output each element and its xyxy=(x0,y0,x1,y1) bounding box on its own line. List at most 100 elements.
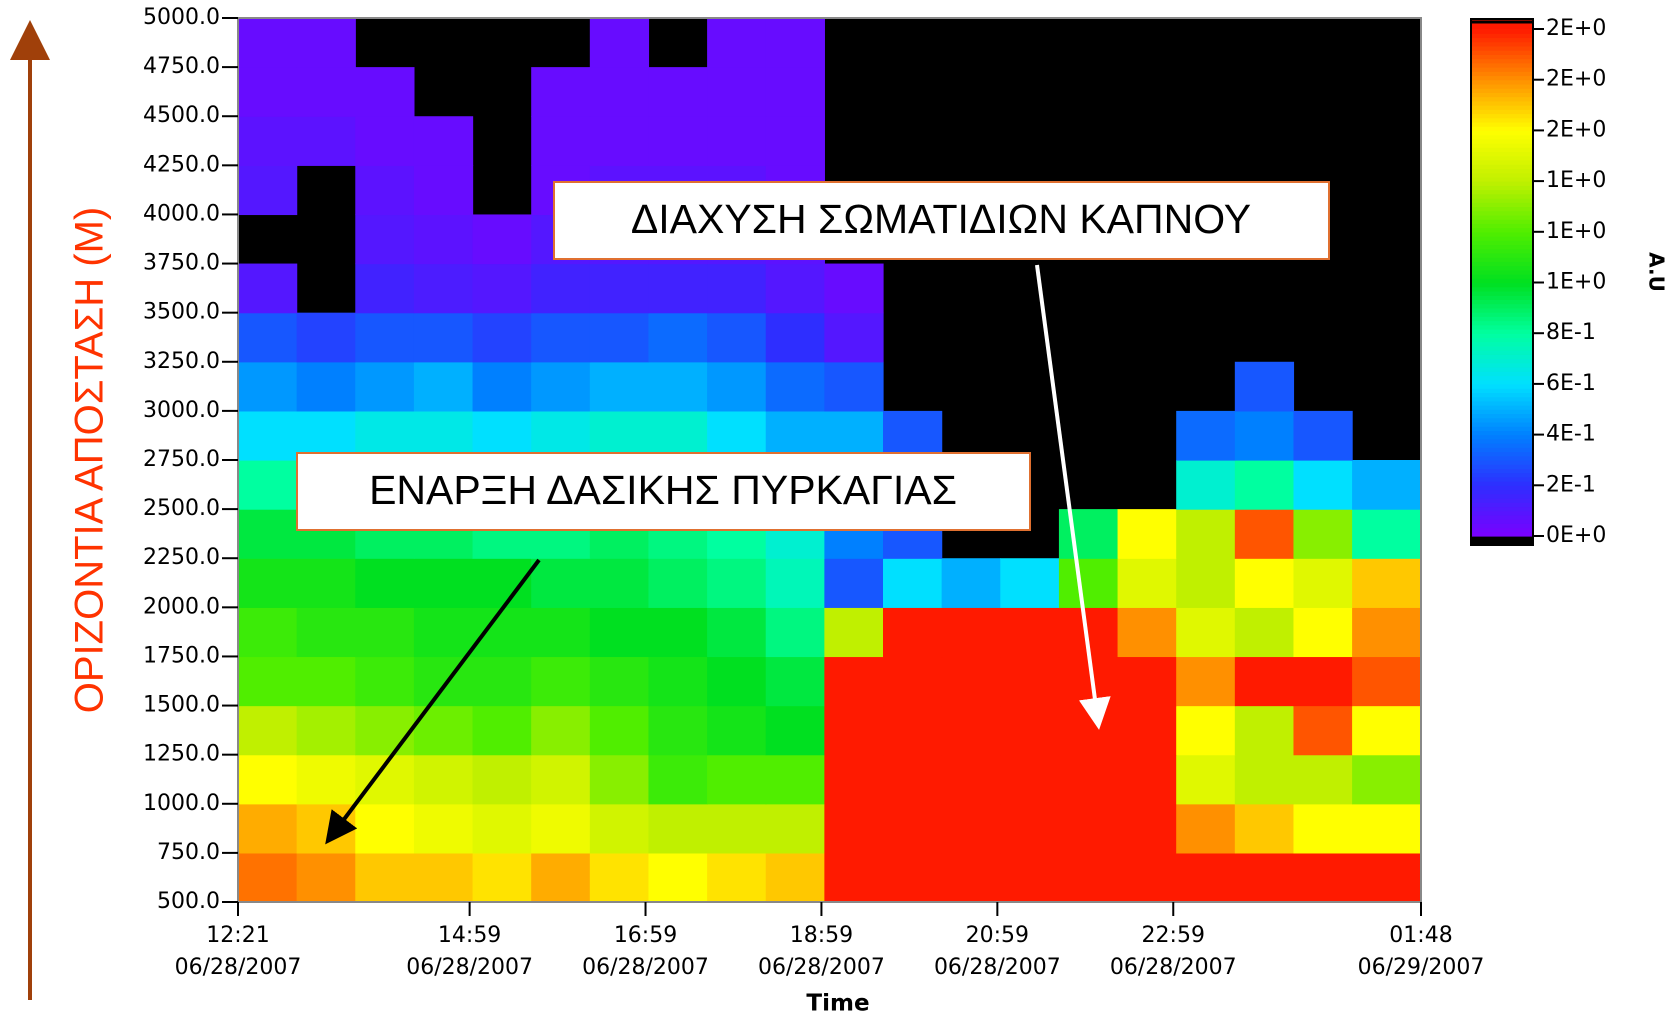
colorbar-step xyxy=(1472,100,1532,106)
colorbar-step xyxy=(1472,189,1532,195)
colorbar-step xyxy=(1472,290,1532,296)
colorbar-step xyxy=(1472,472,1532,478)
y-axis-label: ΟΡΙΖΟΝΤΙΑ ΑΠΟΣΤΑΣΗ (Μ) xyxy=(68,207,112,714)
colorbar-step xyxy=(1472,316,1532,322)
heatmap-cell xyxy=(531,116,591,166)
heatmap-cell xyxy=(413,558,474,608)
heatmap-cell xyxy=(589,116,650,166)
heatmap-cell xyxy=(883,607,943,658)
heatmap-cell xyxy=(1352,852,1421,902)
colorbar-step xyxy=(1472,468,1532,474)
colorbar-step xyxy=(1472,392,1532,398)
heatmap-cell xyxy=(1000,754,1060,805)
heatmap-cell xyxy=(531,263,591,314)
heatmap-cell xyxy=(1000,803,1060,854)
colorbar-step xyxy=(1472,252,1532,258)
heatmap-cell xyxy=(355,607,415,658)
heatmap-cell xyxy=(296,116,356,166)
colorbar-step xyxy=(1472,350,1532,355)
colorbar-step xyxy=(1472,58,1532,64)
heatmap-cell xyxy=(1293,852,1353,902)
colorbar: 0E+0 2E-1 4E-1 6E-1 8E-1 1E+0 1E+0 1E+0 2E+0 2E+0… xyxy=(1470,16,1606,548)
colorbar-step xyxy=(1472,405,1532,410)
heatmap-cell xyxy=(238,116,298,166)
heatmap-cell xyxy=(707,803,767,854)
heatmap-cell xyxy=(1058,754,1119,805)
heatmap-cell xyxy=(355,361,415,412)
colorbar-step xyxy=(1472,502,1532,508)
heatmap-cell xyxy=(355,656,415,707)
heatmap-cell xyxy=(296,656,356,707)
colorbar-step xyxy=(1472,324,1532,330)
colorbar-step xyxy=(1472,531,1532,537)
heatmap-cell xyxy=(824,656,884,707)
heatmap-cell xyxy=(1234,705,1295,756)
heatmap-cell xyxy=(765,67,825,117)
heatmap-cell xyxy=(589,754,650,805)
heatmap-cell xyxy=(589,705,650,756)
heatmap-cell xyxy=(1058,705,1119,756)
colorbar-step xyxy=(1472,45,1532,51)
heatmap-cell xyxy=(1293,705,1353,756)
colorbar-step xyxy=(1472,75,1532,81)
y-tick-label: 3750.0 xyxy=(143,251,220,276)
heatmap-cell xyxy=(1234,558,1295,608)
x-tick-label: 01:48 xyxy=(1389,923,1452,948)
colorbar-step xyxy=(1472,240,1532,246)
colorbar-step xyxy=(1472,54,1532,60)
heatmap-cell xyxy=(472,607,532,658)
x-tick-label: 16:59 xyxy=(614,923,677,948)
heatmap-cell xyxy=(296,312,356,363)
heatmap-cell xyxy=(1117,558,1177,608)
heatmap-cell xyxy=(1234,509,1295,559)
heatmap-cell xyxy=(238,410,298,461)
colorbar-step xyxy=(1472,523,1532,529)
heatmap-cell xyxy=(648,67,708,117)
colorbar-tick-label: 2E-1 xyxy=(1546,472,1596,497)
heatmap-cell xyxy=(1000,656,1060,707)
colorbar-step xyxy=(1472,79,1532,85)
colorbar-tick-label: 1E+0 xyxy=(1546,219,1606,244)
heatmap-cell xyxy=(472,656,532,707)
colorbar-step xyxy=(1472,181,1532,186)
colorbar-step xyxy=(1472,303,1532,309)
heatmap-cell xyxy=(355,165,415,216)
colorbar-tick-label: 4E-1 xyxy=(1546,422,1596,447)
heatmap-cell xyxy=(589,263,650,314)
y-tick-label: 2250.0 xyxy=(143,545,220,570)
colorbar-step xyxy=(1472,105,1532,110)
heatmap-cell xyxy=(531,361,591,412)
y-tick-label: 4750.0 xyxy=(143,54,220,79)
colorbar-step xyxy=(1472,126,1532,131)
heatmap-cell xyxy=(238,852,298,902)
heatmap-cell xyxy=(238,656,298,707)
colorbar-step xyxy=(1472,388,1532,393)
heatmap-cell xyxy=(589,18,650,68)
colorbar-step xyxy=(1472,375,1532,381)
colorbar-step xyxy=(1472,193,1532,199)
heatmap-cell xyxy=(765,705,825,756)
annotation-arrow xyxy=(1035,264,1111,730)
heatmap-cell xyxy=(648,558,708,608)
colorbar-step xyxy=(1472,383,1532,389)
heatmap-cell xyxy=(589,852,650,902)
colorbar-step xyxy=(1472,426,1532,431)
x-tick-label: 20:59 xyxy=(966,923,1029,948)
colorbar-label: A.U xyxy=(1645,252,1669,292)
heatmap-cell xyxy=(648,754,708,805)
colorbar-step xyxy=(1472,400,1532,406)
colorbar-step xyxy=(1472,83,1532,89)
colorbar-step xyxy=(1472,464,1532,469)
heatmap-cell xyxy=(531,607,591,658)
colorbar-step xyxy=(1472,172,1532,178)
heatmap-cell xyxy=(1352,754,1421,805)
colorbar-step xyxy=(1472,92,1532,98)
heatmap-cell xyxy=(941,852,1001,902)
heatmap-cell xyxy=(765,263,825,314)
heatmap-cell xyxy=(707,607,767,658)
axes: 500.0 750.0 1000.0 1250.0 1500.0 1750.0 2000.0… xyxy=(143,5,1484,980)
colorbar-tick-label: 2E+0 xyxy=(1546,16,1606,41)
colorbar-step xyxy=(1472,33,1532,39)
colorbar-step xyxy=(1472,451,1532,457)
colorbar-step xyxy=(1472,295,1532,300)
